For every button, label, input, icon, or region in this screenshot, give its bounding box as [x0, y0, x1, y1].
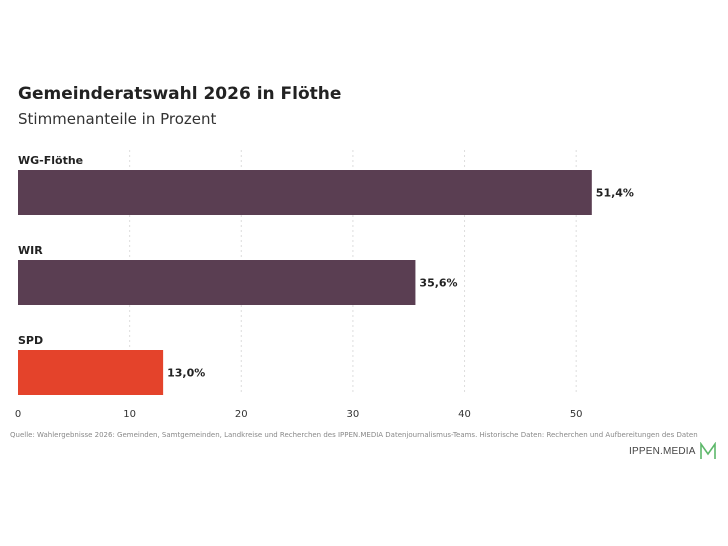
category-label: WG-Flöthe — [18, 154, 83, 167]
chart-subtitle: Stimmenanteile in Prozent — [18, 110, 217, 128]
source-note: Quelle: Wahlergebnisse 2026: Gemeinden, … — [10, 431, 698, 439]
bar — [18, 170, 592, 215]
x-tick-label: 50 — [570, 409, 583, 420]
value-label: 51,4% — [596, 187, 634, 200]
logo-text: IPPEN.MEDIA — [629, 445, 696, 457]
value-label: 35,6% — [419, 277, 457, 290]
logo-m-icon — [699, 442, 716, 459]
chart-title: Gemeinderatswahl 2026 in Flöthe — [18, 84, 342, 104]
category-label: SPD — [18, 334, 43, 347]
x-tick-label: 20 — [235, 409, 248, 420]
x-tick-label: 40 — [458, 409, 471, 420]
bar — [18, 350, 164, 395]
x-tick-label: 0 — [15, 409, 21, 420]
bar-chart: 0 10 20 30 40 50 WG-Flöthe 51,4% WIR 35,6% SPD 13,0… — [15, 150, 634, 420]
x-tick-label: 10 — [123, 409, 136, 420]
bar — [18, 260, 416, 305]
category-label: WIR — [18, 244, 43, 257]
x-tick-label: 30 — [347, 409, 360, 420]
value-label: 13,0% — [167, 367, 205, 380]
ippen-media-logo: IPPEN.MEDIA — [629, 442, 717, 460]
